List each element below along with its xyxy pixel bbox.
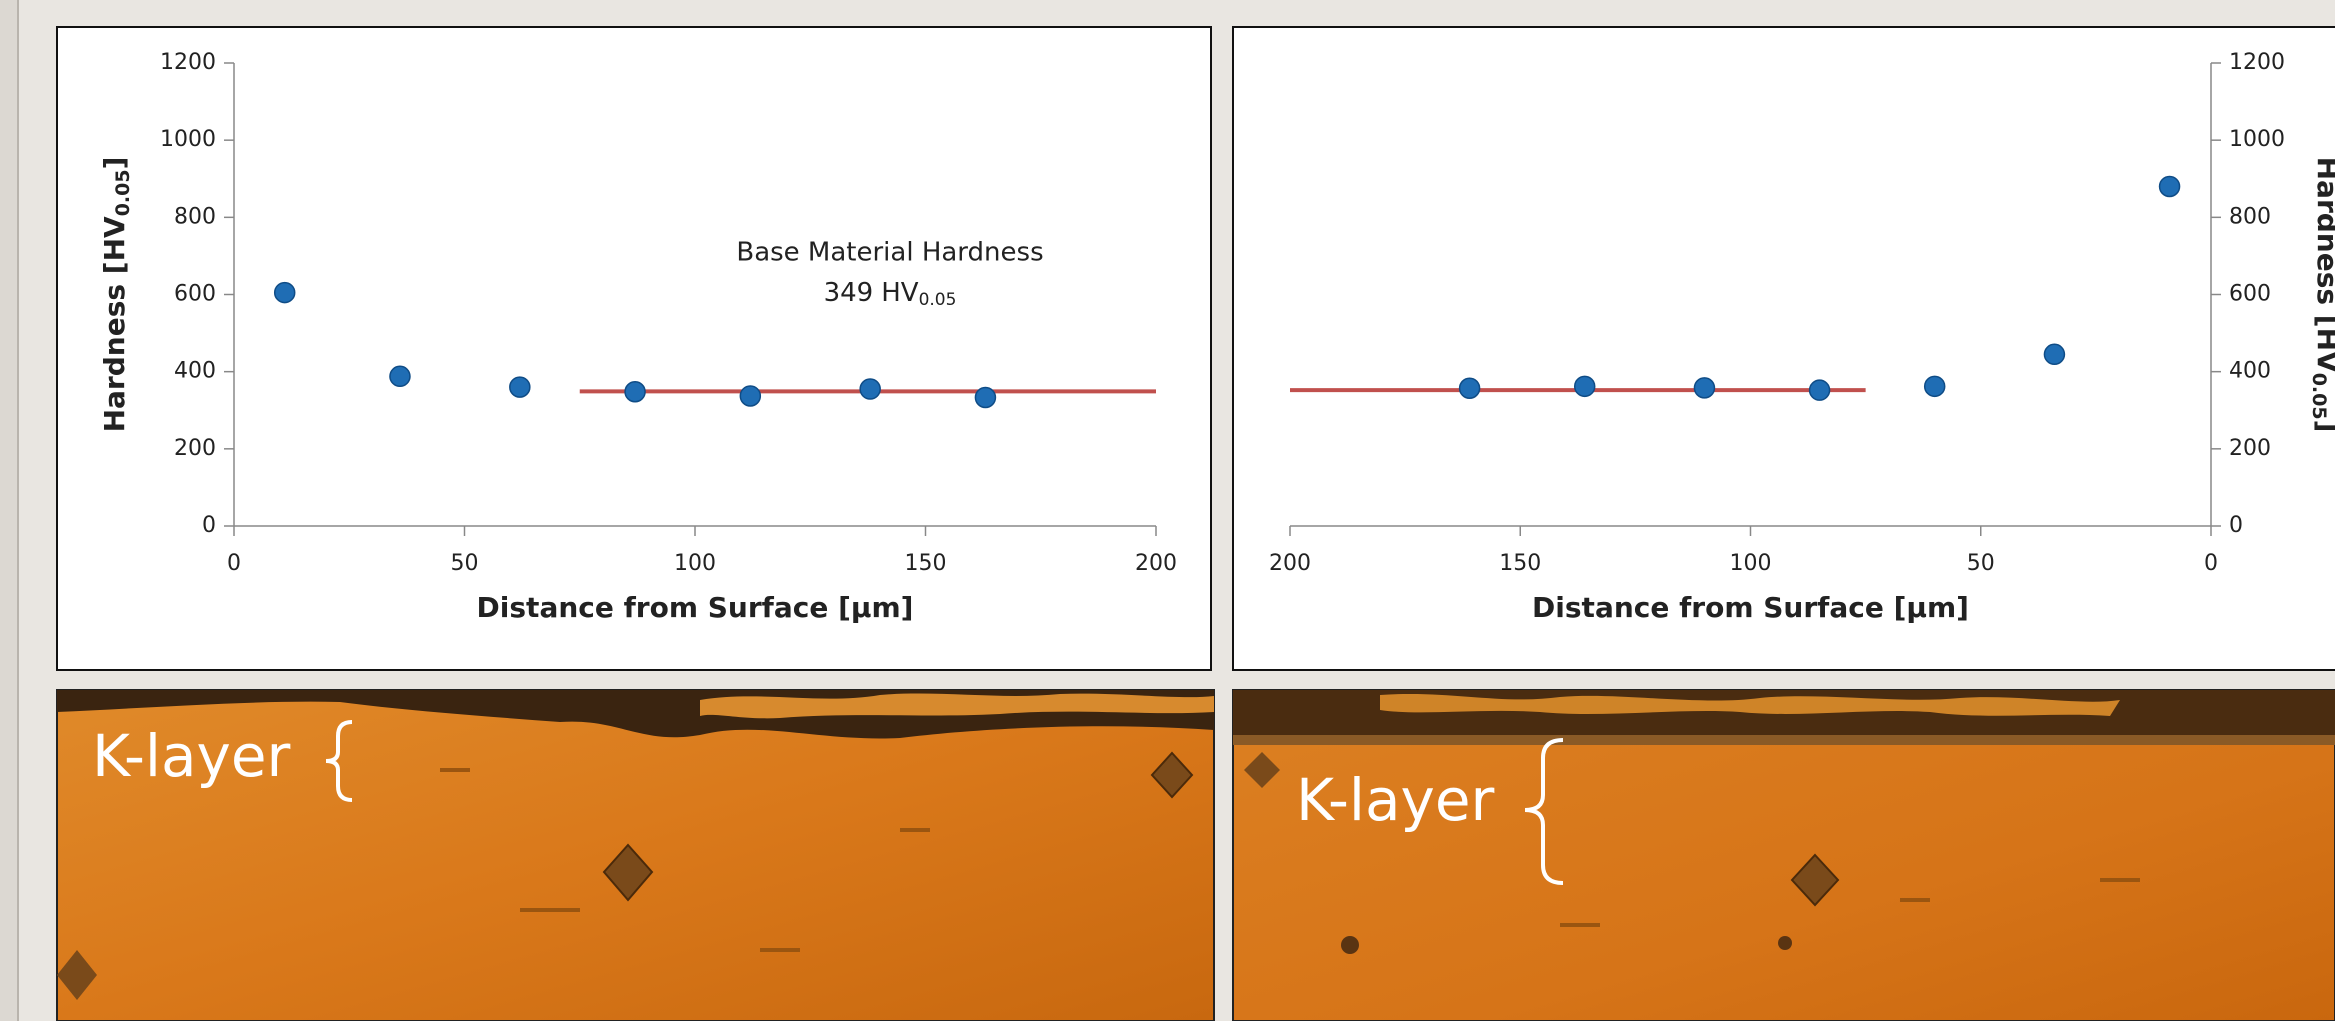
y-tick-label: 200 [174, 436, 216, 461]
y-tick-label: 800 [2229, 204, 2271, 229]
point [2044, 344, 2064, 364]
y-tick-label: 1200 [160, 50, 216, 75]
x-tick-label: 50 [451, 551, 479, 576]
point [625, 382, 645, 402]
y-tick-label: 1200 [2229, 50, 2285, 75]
point [740, 386, 760, 406]
y-axis-label-part: ] [2311, 420, 2335, 433]
left-strip [0, 0, 18, 1021]
point [975, 388, 995, 408]
annotation-unit-sub: 0.05 [919, 290, 957, 310]
micrograph: K-layer [57, 690, 1214, 1021]
x-tick-label: 150 [905, 551, 947, 576]
y-tick-label: 200 [2229, 436, 2271, 461]
point [1694, 378, 1714, 398]
point [1460, 378, 1480, 398]
y-tick-label: 400 [2229, 359, 2271, 384]
point [1810, 380, 1830, 400]
point [390, 366, 410, 386]
slide: K-layer K-layer 020040060080010001200050… [0, 0, 2335, 1021]
x-tick-label: 100 [674, 551, 716, 576]
image-label: K-layer [92, 722, 291, 790]
x-tick-label: 200 [1269, 551, 1311, 576]
y-axis-label-part: 0.05 [112, 169, 134, 216]
x-axis-label: Distance from Surface [µm] [1532, 591, 1969, 624]
x-tick-label: 200 [1135, 551, 1177, 576]
y-tick-label: 0 [202, 513, 216, 538]
y-tick-label: 1000 [2229, 127, 2285, 152]
point [510, 377, 530, 397]
y-tick-label: 1000 [160, 127, 216, 152]
annotation-value: 349 [824, 278, 874, 308]
annotation: Base Material Hardness [736, 238, 1043, 268]
point [1575, 376, 1595, 396]
y-axis-label-part: ] [98, 157, 131, 170]
y-axis-label-part: Hardness [HV [2311, 157, 2335, 373]
page: {"chart_data": [ {"type": "scatter", "xl… [0, 0, 2335, 1021]
y-axis-label: Hardness [HV0.05] [2309, 157, 2335, 433]
micrograph: K-layer [1233, 690, 2335, 1021]
chart-frame [1233, 27, 2335, 670]
y-tick-label: 800 [174, 204, 216, 229]
y-tick-label: 0 [2229, 513, 2243, 538]
annotation-unit: HV [881, 278, 919, 308]
point [2160, 176, 2180, 196]
y-tick-label: 600 [2229, 282, 2271, 307]
point [275, 283, 295, 303]
y-axis-label-part: Hardness [HV [98, 216, 131, 432]
image-label: K-layer [1296, 766, 1495, 834]
x-tick-label: 0 [2204, 551, 2218, 576]
point [1925, 376, 1945, 396]
y-tick-label: 600 [174, 282, 216, 307]
x-axis-label: Distance from Surface [µm] [477, 591, 914, 624]
x-tick-label: 100 [1730, 551, 1772, 576]
x-tick-label: 150 [1499, 551, 1541, 576]
y-tick-label: 400 [174, 359, 216, 384]
x-tick-label: 50 [1967, 551, 1995, 576]
y-axis-label-part: 0.05 [2309, 373, 2331, 420]
x-tick-label: 0 [227, 551, 241, 576]
point [860, 379, 880, 399]
